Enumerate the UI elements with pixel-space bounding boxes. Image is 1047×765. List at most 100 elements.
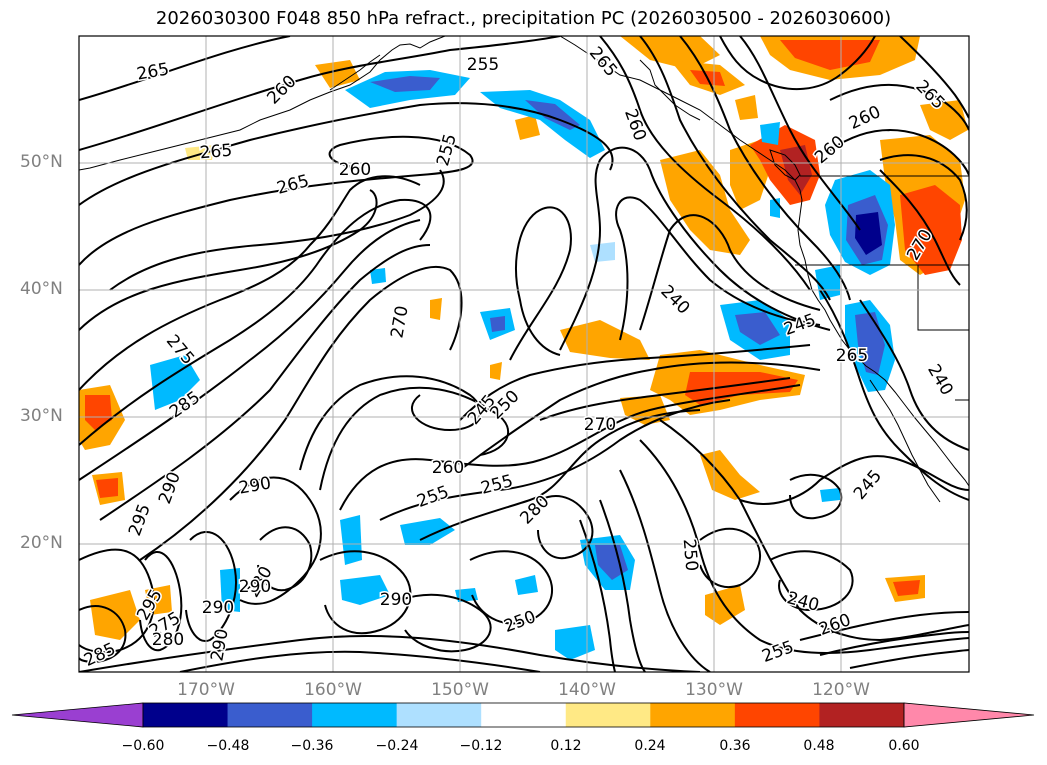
lon-label-160w: 160°W bbox=[304, 680, 362, 700]
contour-label: 255 bbox=[467, 55, 499, 75]
contour-line bbox=[537, 495, 594, 560]
colorbar-segment bbox=[481, 703, 567, 727]
contour-line bbox=[659, 419, 969, 642]
contour-line bbox=[179, 650, 541, 672]
colorbar-tick: −0.12 bbox=[459, 738, 503, 754]
lon-label-170w: 170°W bbox=[177, 680, 235, 700]
precip-negative-area bbox=[480, 90, 605, 158]
precip-positive-area bbox=[893, 580, 920, 596]
precip-negative-area bbox=[400, 518, 455, 545]
precip-positive-area bbox=[96, 478, 118, 498]
colorbar-segment bbox=[734, 703, 820, 727]
state-border bbox=[917, 265, 969, 331]
contour-label: 265 bbox=[836, 346, 868, 366]
precip-negative-area bbox=[735, 312, 780, 345]
contour-line bbox=[399, 593, 492, 653]
contour-label: 265 bbox=[135, 59, 170, 84]
contour-label: 270 bbox=[387, 304, 412, 339]
contour-line bbox=[769, 550, 854, 612]
contour-line bbox=[339, 384, 801, 511]
contour-line bbox=[139, 265, 463, 561]
contour-label: 255 bbox=[414, 482, 451, 512]
contour-line bbox=[257, 526, 313, 592]
precip-positive-area bbox=[700, 450, 760, 500]
precip-negative-area bbox=[150, 355, 200, 410]
contour-line bbox=[79, 548, 155, 654]
colorbar-min-arrow bbox=[11, 702, 144, 728]
contour-line bbox=[639, 214, 821, 331]
lon-label-140w: 140°W bbox=[558, 680, 616, 700]
contour-line bbox=[419, 409, 701, 541]
precip-positive-area bbox=[315, 60, 360, 88]
precip-negative-area bbox=[340, 515, 362, 565]
colorbar-tick: 0.12 bbox=[550, 738, 582, 754]
contour-label: 290 bbox=[237, 473, 272, 498]
precip-negative-area bbox=[455, 588, 478, 602]
contour-line bbox=[79, 135, 474, 266]
contour-line bbox=[615, 196, 821, 341]
colorbar-segment bbox=[143, 703, 229, 727]
contour-line bbox=[599, 499, 646, 672]
contour-line bbox=[619, 469, 711, 672]
contour-label: 290 bbox=[202, 598, 234, 618]
alaska-coastline bbox=[79, 36, 446, 171]
contour-label: 280 bbox=[152, 630, 184, 650]
precip-negative-area bbox=[515, 575, 538, 595]
contour-label: 255 bbox=[479, 471, 516, 499]
coastlines bbox=[79, 36, 969, 503]
contour-line bbox=[559, 146, 831, 351]
contour-label: 240 bbox=[656, 281, 693, 318]
lat-label-40n: 40°N bbox=[20, 279, 63, 299]
contour-line bbox=[109, 169, 445, 291]
contour-label: 250 bbox=[501, 607, 538, 637]
lat-label-30n: 30°N bbox=[20, 406, 63, 426]
vancouver-island-coastline bbox=[769, 149, 801, 181]
precip-positive-area bbox=[620, 36, 720, 70]
colorbar-segment bbox=[396, 703, 482, 727]
contour-line bbox=[79, 605, 127, 664]
alexander-archipelago-coastline bbox=[639, 59, 701, 121]
contour-line bbox=[469, 550, 554, 625]
contour-line bbox=[879, 154, 968, 241]
contour-line bbox=[829, 83, 969, 131]
contour-label: 260 bbox=[339, 160, 371, 180]
precip-positive-area bbox=[560, 320, 650, 360]
alaska-peninsula-coastline bbox=[329, 54, 381, 91]
precip-positive-area bbox=[515, 115, 540, 140]
contour-line bbox=[459, 361, 821, 471]
colorbar-tick: −0.24 bbox=[375, 738, 419, 754]
contour-line bbox=[185, 530, 237, 642]
contour-line bbox=[79, 36, 291, 101]
contour-line bbox=[79, 219, 421, 481]
lat-label-50n: 50°N bbox=[20, 152, 63, 172]
precip-positive-area bbox=[145, 585, 172, 615]
contour-label: 270 bbox=[584, 415, 616, 435]
colorbar-tick: −0.36 bbox=[290, 738, 334, 754]
contour-label: 290 bbox=[380, 590, 412, 610]
contour-line bbox=[379, 399, 731, 521]
contour-line bbox=[819, 289, 969, 501]
colorbar-tick: 0.48 bbox=[803, 738, 835, 754]
colorbar-tick: −0.60 bbox=[121, 738, 165, 754]
contour-label: 250 bbox=[679, 538, 702, 572]
contour-label: 260 bbox=[846, 102, 884, 134]
contour-label: 250 bbox=[486, 386, 523, 423]
contour-label: 240 bbox=[923, 361, 957, 399]
precip-positive-area bbox=[735, 95, 758, 120]
precip-positive-area bbox=[85, 395, 112, 430]
contour-label: 290 bbox=[155, 469, 185, 506]
contour-line bbox=[79, 102, 614, 206]
contour-label: 290 bbox=[239, 577, 271, 597]
contour-label: 265 bbox=[199, 141, 233, 164]
contour-line bbox=[79, 198, 432, 446]
contour-line bbox=[79, 635, 701, 672]
precip-positive-area bbox=[430, 298, 442, 320]
contour-line bbox=[849, 649, 969, 669]
precip-negative-area bbox=[340, 575, 390, 605]
precip-negative-area bbox=[370, 76, 440, 92]
precip-positive-area bbox=[90, 590, 140, 640]
precipitation-shading bbox=[79, 36, 968, 660]
refractivity-contours bbox=[79, 36, 969, 672]
precip-negative-area bbox=[590, 242, 615, 262]
contour-line bbox=[79, 175, 421, 391]
